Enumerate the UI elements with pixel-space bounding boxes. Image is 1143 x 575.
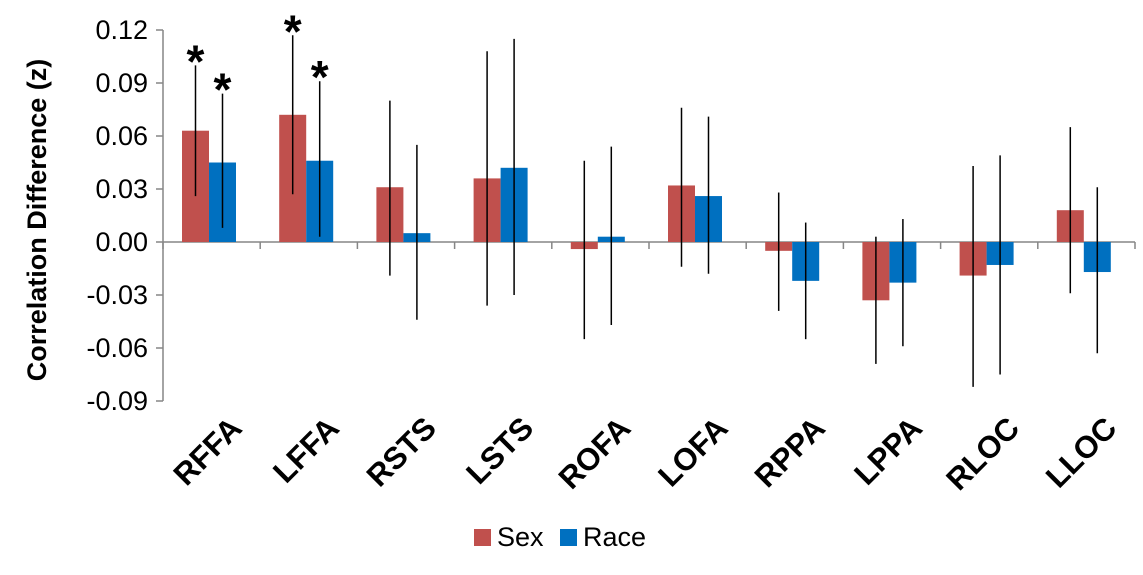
- significance-star: *: [214, 64, 232, 116]
- significance-star: *: [187, 35, 205, 87]
- axes: 0.12 0.09 0.06 0.03 0.00 -0.03 -0.06 -0.09: [86, 15, 1136, 416]
- category-label: RSTS: [360, 410, 443, 493]
- legend: Sex Race: [474, 522, 646, 552]
- bars: [182, 114, 1111, 301]
- y-tick-label: 0.03: [95, 174, 148, 204]
- category-label: LFFA: [266, 410, 346, 490]
- y-tick-label: 0.12: [95, 15, 148, 45]
- category-label: RFFA: [167, 410, 249, 492]
- category-label: LPPA: [847, 410, 929, 492]
- legend-swatch-sex: [474, 529, 491, 546]
- y-tick-label: 0.06: [95, 121, 148, 151]
- y-tick-label: -0.06: [86, 333, 148, 363]
- y-tick-label: -0.03: [86, 280, 148, 310]
- y-tick-label: 0.00: [95, 227, 148, 257]
- y-axis-label: Correlation Difference (z): [22, 59, 52, 382]
- category-label: ROFA: [552, 410, 638, 496]
- significance-star: *: [311, 51, 329, 103]
- category-label: RLOC: [939, 410, 1026, 497]
- legend-label-race: Race: [583, 522, 646, 552]
- category-labels: RFFA LFFA RSTS LSTS ROFA LOFA RPPA LPPA RLOC LLOC: [167, 410, 1124, 497]
- legend-swatch-race: [560, 529, 577, 546]
- category-label: RPPA: [748, 410, 832, 494]
- category-label: LSTS: [459, 410, 540, 491]
- category-label: LLOC: [1039, 410, 1123, 494]
- y-tick-label: 0.09: [95, 68, 148, 98]
- significance-star: *: [284, 5, 302, 57]
- legend-label-sex: Sex: [497, 522, 544, 552]
- significance-markers: ****: [187, 5, 329, 115]
- category-label: LOFA: [651, 410, 734, 493]
- error-bars: [194, 35, 1099, 387]
- y-tick-label: -0.09: [86, 386, 148, 416]
